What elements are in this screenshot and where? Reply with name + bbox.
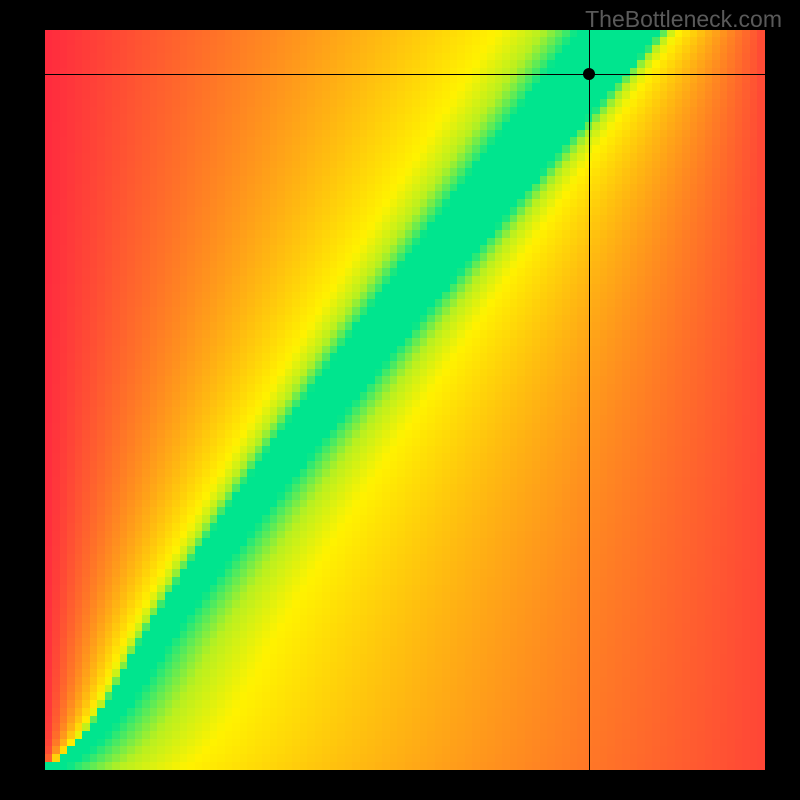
watermark-text: TheBottleneck.com — [585, 6, 782, 33]
chart-container: TheBottleneck.com — [0, 0, 800, 800]
bottleneck-marker-dot — [583, 68, 595, 80]
heatmap-plot — [45, 30, 765, 770]
heatmap-canvas — [45, 30, 765, 770]
crosshair-horizontal — [45, 74, 765, 75]
crosshair-vertical — [589, 30, 590, 770]
